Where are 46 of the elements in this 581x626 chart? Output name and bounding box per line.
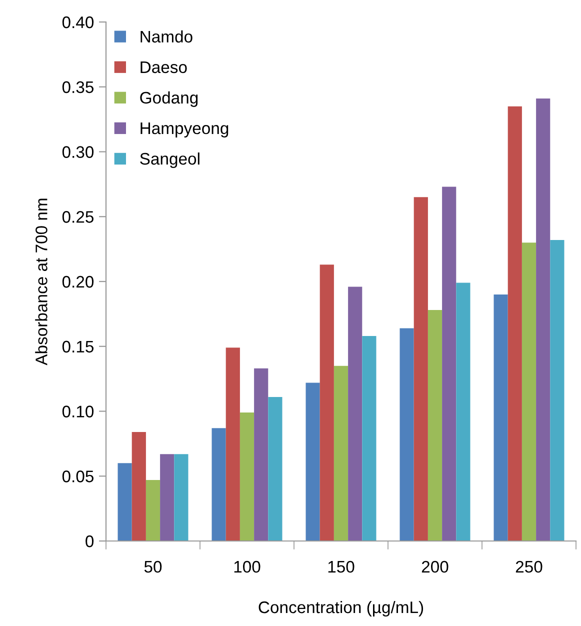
bar [414, 197, 428, 541]
bar [522, 242, 536, 541]
x-axis-title: Concentration (µg/mL) [258, 600, 424, 617]
bar [160, 454, 174, 541]
y-tick-label: 0.20 [62, 276, 94, 288]
y-tick-label: 0.15 [62, 340, 94, 353]
y-axis-title: Absorbance at 700 nm [35, 198, 48, 366]
x-tick-label: 250 [516, 560, 542, 573]
bar [494, 294, 508, 541]
bar [132, 432, 146, 541]
bar [536, 98, 550, 541]
bar [118, 463, 132, 541]
bar [226, 348, 240, 541]
y-tick-label: 0.25 [62, 211, 94, 223]
y-tick-label: 0.30 [62, 146, 94, 158]
bar [400, 328, 414, 541]
bar [146, 480, 160, 541]
bar [428, 310, 442, 541]
legend-label: Sangeol [140, 152, 200, 168]
legend-label: Hampyeong [140, 122, 228, 138]
bar [456, 282, 470, 541]
bar [550, 240, 564, 541]
bar [306, 382, 320, 541]
bar [174, 454, 188, 541]
bar [442, 186, 456, 541]
bar [212, 428, 226, 541]
x-tick-label: 200 [422, 560, 448, 573]
bar [508, 106, 522, 541]
legend-label: Daeso [140, 61, 187, 74]
y-tick-label: 0.40 [62, 16, 94, 28]
bar [254, 368, 268, 541]
x-tick-label: 50 [144, 560, 162, 573]
bar [320, 264, 334, 541]
bar [362, 336, 376, 541]
x-tick-label: 100 [234, 560, 260, 573]
bar [348, 286, 362, 541]
bar [240, 412, 254, 541]
bar [268, 396, 282, 541]
y-tick-label: 0.10 [62, 406, 94, 418]
bar [334, 366, 348, 541]
y-tick-label: 0.35 [62, 81, 94, 94]
x-tick-label: 150 [328, 560, 354, 573]
y-tick-label: 0.05 [62, 470, 94, 482]
legend-label: Godang [140, 91, 198, 107]
y-tick-label: 0 [86, 535, 94, 548]
legend-label: Namdo [140, 30, 192, 43]
